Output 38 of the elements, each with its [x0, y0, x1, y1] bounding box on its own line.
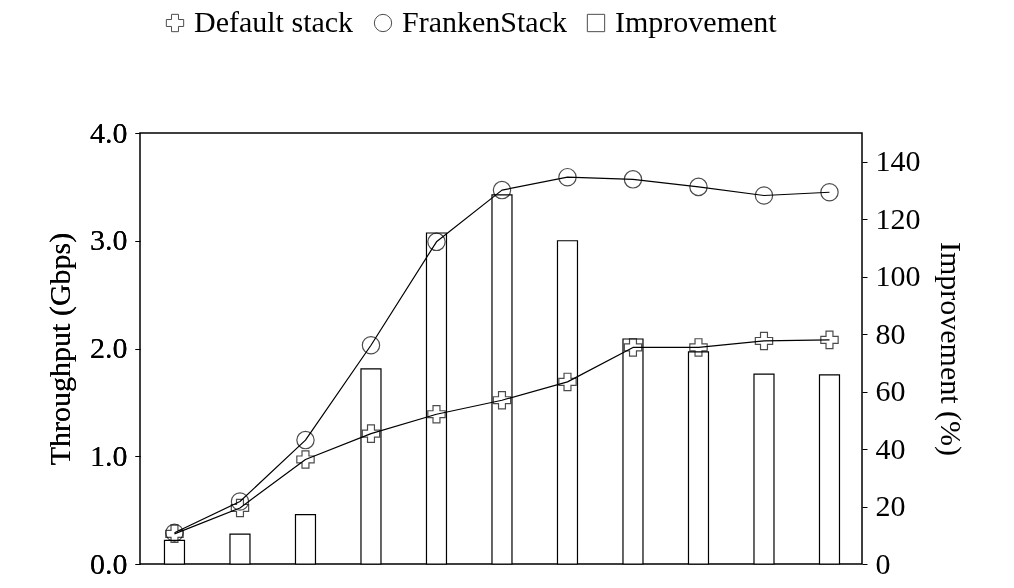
point [820, 330, 839, 350]
legend-label: Default stack [194, 5, 354, 38]
point [296, 430, 315, 450]
point [689, 177, 708, 197]
point [754, 186, 774, 205]
y2-tick-label: 100 [875, 259, 921, 293]
point [754, 331, 774, 351]
y2-tick-label: 120 [875, 201, 921, 235]
y-tick-label: 2.0 [90, 331, 128, 364]
y2-tick-label: 60 [875, 374, 906, 408]
point [361, 336, 381, 355]
point [361, 424, 381, 443]
y2-axis-title: Improvement (%) [933, 241, 968, 457]
point [230, 492, 250, 511]
point [492, 390, 512, 410]
y-axis-title: Throughput (Gbps) [43, 232, 77, 466]
y2-tick-label: 40 [875, 431, 906, 465]
point [427, 232, 446, 252]
point [427, 404, 446, 424]
legend-label: Improvement [615, 5, 778, 38]
point [296, 450, 315, 469]
point [820, 183, 839, 202]
legend-label: FrankenStack [402, 5, 567, 38]
point [230, 498, 250, 518]
point [689, 338, 708, 357]
y2-tick-label: 140 [875, 144, 921, 178]
y-tick-label: 4.0 [90, 115, 128, 149]
point [492, 180, 512, 200]
point [623, 170, 643, 189]
y-tick-label: 0.0 [90, 546, 128, 580]
point [558, 167, 577, 187]
point [558, 372, 577, 392]
y2-tick-label: 0 [875, 546, 891, 580]
y2-tick-label: 80 [875, 316, 906, 350]
y-tick-label: 3.0 [90, 223, 128, 257]
point [623, 338, 643, 357]
y-tick-label: 1.0 [90, 438, 128, 472]
y2-tick-label: 20 [875, 489, 906, 523]
